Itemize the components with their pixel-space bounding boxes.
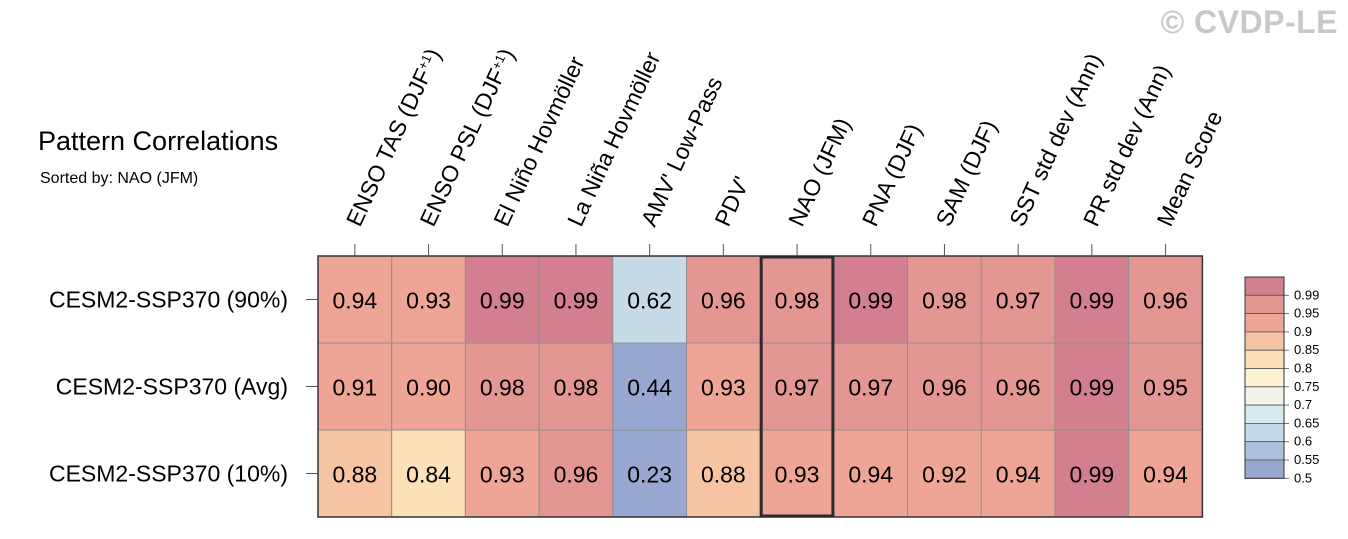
cell-value: 0.93 [701, 375, 746, 401]
cell-value: 0.98 [775, 288, 820, 314]
highlighted-column-box [759, 255, 835, 518]
cell-value: 0.97 [996, 288, 1041, 314]
heatmap-cell [1054, 342, 1130, 431]
cell-value: 0.94 [1143, 462, 1188, 488]
cell-value: 0.62 [627, 288, 672, 314]
colorbar-swatch [1244, 276, 1285, 296]
heatmap-cell [1054, 255, 1130, 344]
colorbar-swatch [1244, 331, 1285, 351]
colorbar-swatch [1244, 368, 1285, 388]
cell-value: 0.96 [1143, 288, 1188, 314]
colorbar-swatch [1244, 422, 1285, 443]
cell-value: 0.96 [922, 375, 967, 401]
cell-value: 0.99 [480, 288, 525, 314]
cell-value: 0.84 [406, 462, 451, 488]
colorbar-swatch [1244, 441, 1285, 461]
heatmap-cell [464, 429, 540, 518]
heatmap-cell [1128, 342, 1203, 431]
cell-value: 0.97 [775, 375, 820, 401]
cell-value: 0.92 [922, 462, 967, 488]
heatmap-cell [391, 255, 466, 344]
column-label: AMV' Low-Pass [636, 73, 728, 230]
cell-value: 0.88 [701, 462, 746, 488]
colorbar-label: 0.7 [1294, 397, 1312, 412]
colorbar-swatch [1244, 459, 1285, 479]
colorbar-label: 0.55 [1294, 452, 1319, 467]
row-label: CESM2-SSP370 (90%) [49, 287, 288, 313]
colorbar-label: 0.85 [1294, 342, 1319, 357]
heatmap-cell [907, 429, 982, 518]
colorbar-label: 0.99 [1294, 287, 1319, 302]
cell-value: 0.99 [1069, 375, 1114, 401]
cell-value: 0.97 [848, 375, 893, 401]
column-label: SAM (DJF) [930, 116, 1002, 230]
heatmap-cell [464, 342, 540, 431]
colorbar-label: 0.9 [1294, 324, 1312, 339]
heatmap-cell [833, 255, 909, 344]
heatmap-cell [759, 342, 835, 431]
column-label: NAO (JFM) [783, 114, 856, 230]
heatmap-cell [686, 342, 761, 431]
cell-value: 0.99 [848, 288, 893, 314]
cell-value: 0.96 [701, 288, 746, 314]
cell-value: 0.93 [406, 288, 451, 314]
heatmap-cell [1128, 255, 1203, 344]
column-label: PDV' [709, 172, 754, 230]
row-label: CESM2-SSP370 (10%) [49, 461, 288, 487]
heatmap-cell [980, 429, 1056, 518]
column-label: PNA (DJF) [857, 120, 927, 231]
cell-value: 0.98 [922, 288, 967, 314]
heatmap-cell [686, 429, 761, 518]
colorbar-label: 0.8 [1294, 361, 1312, 376]
cell-value: 0.94 [996, 462, 1041, 488]
colorbar-swatch [1244, 313, 1285, 333]
colorbar-swatch [1244, 386, 1285, 406]
colorbar-label: 0.6 [1294, 434, 1312, 449]
cell-value: 0.93 [480, 462, 525, 488]
colorbar-swatch [1244, 294, 1285, 314]
cell-value: 0.91 [332, 375, 377, 401]
colorbar-label: 0.95 [1294, 306, 1319, 321]
colorbar-frame [1244, 276, 1285, 479]
heatmap-cell [317, 342, 393, 431]
heatmap-cell [317, 429, 393, 518]
cell-value: 0.96 [554, 462, 599, 488]
cell-value: 0.99 [554, 288, 599, 314]
cell-value: 0.90 [406, 375, 451, 401]
chart-subtitle: Sorted by: NAO (JFM) [40, 170, 199, 187]
colorbar-label: 0.75 [1294, 379, 1319, 394]
cell-value: 0.99 [1069, 288, 1114, 314]
cell-value: 0.44 [627, 375, 672, 401]
cell-value: 0.96 [996, 375, 1041, 401]
colorbar-label: 0.5 [1294, 470, 1312, 485]
column-label: Mean Score [1152, 107, 1228, 230]
colorbar-label: 0.65 [1294, 415, 1319, 430]
cell-value: 0.98 [480, 375, 525, 401]
colorbar-swatch [1244, 349, 1285, 369]
heatmap-cell [538, 429, 614, 518]
cell-value: 0.23 [627, 462, 672, 488]
colorbar-swatch [1244, 404, 1285, 424]
heatmap-cell [612, 342, 687, 431]
cell-value: 0.93 [775, 462, 820, 488]
cell-value: 0.99 [1069, 462, 1114, 488]
cell-value: 0.95 [1143, 375, 1188, 401]
cell-value: 0.94 [848, 462, 893, 488]
heatmap-cell [1128, 429, 1203, 518]
cell-value: 0.98 [554, 375, 599, 401]
cell-value: 0.94 [332, 288, 377, 314]
chart-title: Pattern Correlations [38, 126, 279, 156]
cell-value: 0.88 [332, 462, 377, 488]
row-label: CESM2-SSP370 (Avg) [56, 374, 288, 400]
heatmap-cell [907, 342, 982, 431]
watermark: © CVDP-LE [1160, 4, 1338, 40]
